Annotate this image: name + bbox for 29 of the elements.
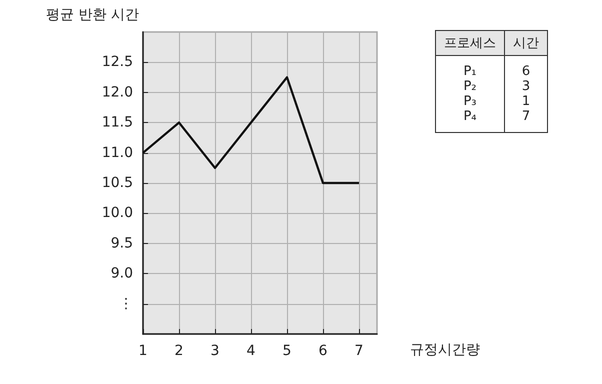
y-tick-label: 10.0 — [102, 205, 133, 222]
y-tick-label: 11.0 — [102, 144, 133, 161]
x-tick-label: 5 — [282, 343, 292, 359]
text: 시간 — [504, 30, 548, 56]
text: P₃ — [436, 94, 504, 109]
text: 1 — [504, 94, 548, 109]
text: 7 — [504, 109, 548, 132]
y-tick-label: ⋮ — [119, 296, 133, 312]
text: 3 — [504, 79, 548, 94]
y-tick-label: 10.5 — [102, 175, 133, 191]
y-tick-label: 9.0 — [110, 266, 133, 282]
text: P₂ — [436, 79, 504, 94]
text: 프로세스 — [436, 30, 504, 56]
y-tick-label: 12.0 — [102, 84, 133, 100]
x-tick-label: 1 — [138, 343, 148, 359]
y-tick-label: 9.5 — [110, 235, 133, 252]
x-tick-label: 3 — [210, 343, 220, 359]
y-axis-title: 평균 반환 시간 — [46, 7, 139, 23]
x-tick-label: 7 — [354, 343, 364, 359]
y-tick-label: 11.5 — [102, 114, 133, 131]
x-tick-label: 6 — [318, 343, 328, 359]
text: P₁ — [436, 56, 504, 79]
line-series — [142, 76, 360, 184]
y-tick-label: 12.5 — [102, 54, 133, 70]
text: P₄ — [436, 109, 504, 132]
x-tick-label: 4 — [246, 343, 256, 359]
x-axis-title: 규정시간량 — [410, 342, 480, 358]
x-tick-label: 2 — [174, 343, 184, 359]
text: 6 — [504, 56, 548, 79]
